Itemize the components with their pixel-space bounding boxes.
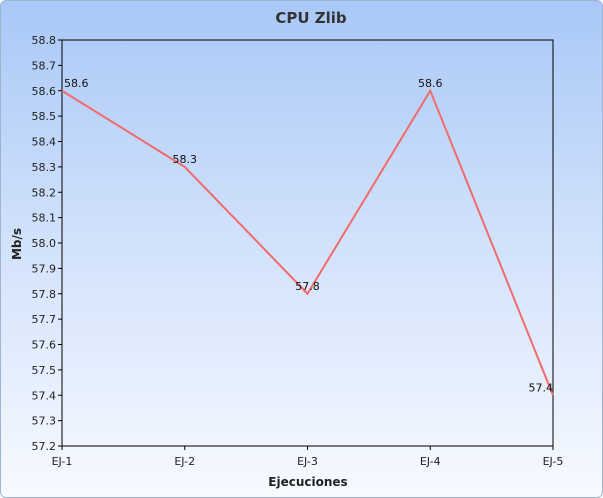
plot-area bbox=[61, 39, 554, 447]
y-tick-label: 57.9 bbox=[32, 262, 57, 275]
y-tick-label: 58.5 bbox=[32, 110, 57, 123]
data-label: 58.6 bbox=[64, 77, 89, 90]
chart-title: CPU Zlib bbox=[275, 9, 347, 27]
y-tick-label: 57.3 bbox=[32, 415, 57, 428]
x-tick-label: EJ-4 bbox=[420, 455, 441, 468]
y-tick-label: 58.3 bbox=[32, 161, 57, 174]
data-label: 58.3 bbox=[173, 153, 198, 166]
y-tick-label: 57.6 bbox=[32, 339, 57, 352]
y-tick-label: 58.8 bbox=[32, 34, 57, 47]
series-group bbox=[61, 88, 554, 396]
y-tick-label: 57.7 bbox=[32, 313, 57, 326]
y-tick-label: 58.4 bbox=[32, 136, 57, 149]
y-tick-label: 58.7 bbox=[32, 59, 57, 72]
series-line bbox=[61, 88, 554, 396]
data-label: 58.6 bbox=[418, 77, 443, 90]
x-tick-label: EJ-5 bbox=[543, 455, 564, 468]
y-axis-title: Mb/s bbox=[10, 228, 24, 260]
y-tick-label: 57.8 bbox=[32, 288, 57, 301]
y-tick-label: 57.2 bbox=[32, 440, 57, 453]
y-tick-label: 57.5 bbox=[32, 364, 57, 377]
y-tick-label: 57.4 bbox=[32, 389, 57, 402]
data-label: 57.8 bbox=[295, 280, 320, 293]
data-labels: 58.6 58.3 57.8 58.6 57.4 bbox=[64, 77, 553, 395]
y-tick-label: 58.6 bbox=[32, 85, 57, 98]
x-tick-label: EJ-3 bbox=[297, 455, 318, 468]
y-tick-label: 58.2 bbox=[32, 186, 57, 199]
y-axis: 57.2 57.3 57.4 57.5 57.6 57.7 57.8 57.9 58.0 58.1… bbox=[32, 34, 62, 453]
y-tick-label: 58.1 bbox=[32, 212, 57, 225]
x-axis-title: Ejecuciones bbox=[268, 475, 347, 489]
y-tick-label: 58.0 bbox=[32, 237, 57, 250]
x-tick-label: EJ-2 bbox=[174, 455, 195, 468]
x-axis: EJ-1 EJ-2 EJ-3 EJ-4 EJ-5 bbox=[52, 446, 564, 468]
data-label: 57.4 bbox=[529, 381, 554, 394]
x-tick-label: EJ-1 bbox=[52, 455, 73, 468]
